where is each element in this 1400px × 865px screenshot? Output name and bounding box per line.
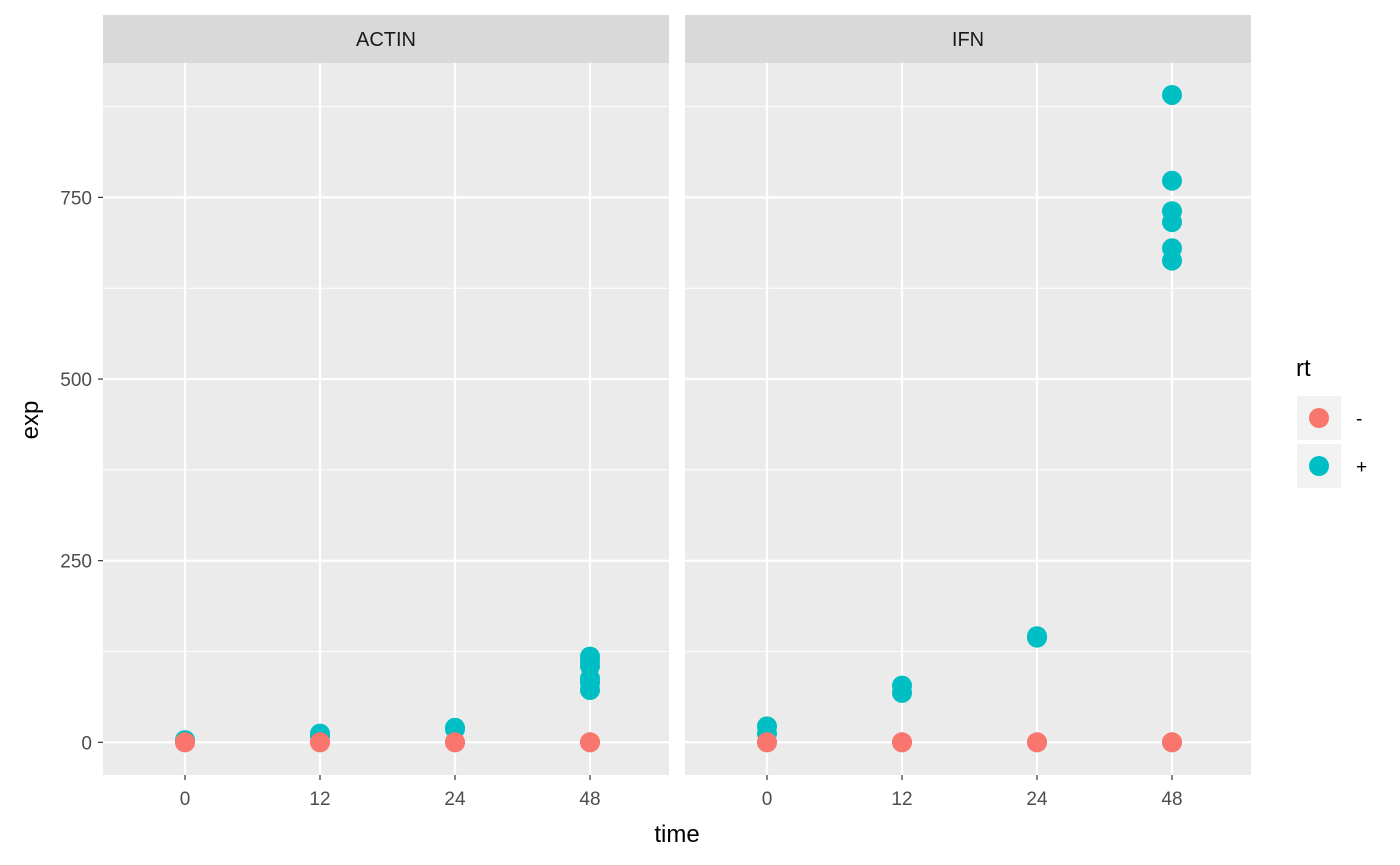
- data-point: [892, 675, 912, 696]
- legend-entry: +: [1297, 444, 1367, 488]
- x-tick-label: 0: [180, 789, 191, 810]
- data-point: [1162, 201, 1182, 222]
- legend-label: -: [1356, 409, 1362, 430]
- axes-layer: time exp 0 250 500 750: [17, 188, 700, 848]
- y-tick-label: 250: [60, 552, 92, 573]
- data-point: [757, 716, 777, 737]
- facet-strip-label: IFN: [952, 29, 984, 51]
- data-point: [580, 732, 600, 753]
- x-tick-label: 24: [1026, 789, 1048, 810]
- panels-layer: ACTIN 0 12 24 48 IFN 0 12 24 48: [103, 15, 1251, 810]
- x-tick-label: 12: [309, 789, 330, 810]
- legend-label: +: [1356, 457, 1367, 478]
- data-point: [175, 732, 195, 753]
- x-tick-label: 48: [579, 789, 600, 810]
- facet-panel-ifn: IFN 0 12 24 48: [685, 15, 1251, 810]
- facet-panel-actin: ACTIN 0 12 24 48: [103, 15, 669, 810]
- data-point: [445, 732, 465, 753]
- legend-keys: -+: [1297, 396, 1367, 488]
- data-point: [1027, 732, 1047, 753]
- data-point: [1162, 84, 1182, 105]
- data-point: [1027, 626, 1047, 647]
- x-tick-label: 48: [1161, 789, 1182, 810]
- legend-key-point: [1309, 408, 1329, 428]
- y-tick-label: 0: [81, 733, 92, 754]
- facet-strip-label: ACTIN: [356, 29, 416, 51]
- data-point: [1162, 732, 1182, 753]
- x-axis-title: time: [654, 821, 699, 848]
- x-tick-label: 12: [891, 789, 912, 810]
- data-point: [892, 732, 912, 753]
- y-tick-label: 750: [60, 188, 92, 209]
- data-point: [1162, 238, 1182, 259]
- data-point: [757, 732, 777, 753]
- data-point: [580, 646, 600, 667]
- panel-background: [103, 63, 669, 775]
- data-point: [445, 717, 465, 738]
- data-point: [1162, 170, 1182, 191]
- legend-title: rt: [1296, 355, 1311, 382]
- panel-background: [685, 63, 1251, 775]
- x-tick-label: 0: [762, 789, 773, 810]
- x-tick-label: 24: [444, 789, 466, 810]
- legend-key-point: [1309, 456, 1329, 476]
- facet-strip: [685, 15, 1251, 63]
- data-point: [310, 732, 330, 753]
- y-axis-title: exp: [17, 401, 44, 440]
- y-tick-label: 500: [60, 370, 92, 391]
- legend: rt -+: [1296, 355, 1367, 488]
- facet-strip: [103, 15, 669, 63]
- legend-entry: -: [1297, 396, 1362, 440]
